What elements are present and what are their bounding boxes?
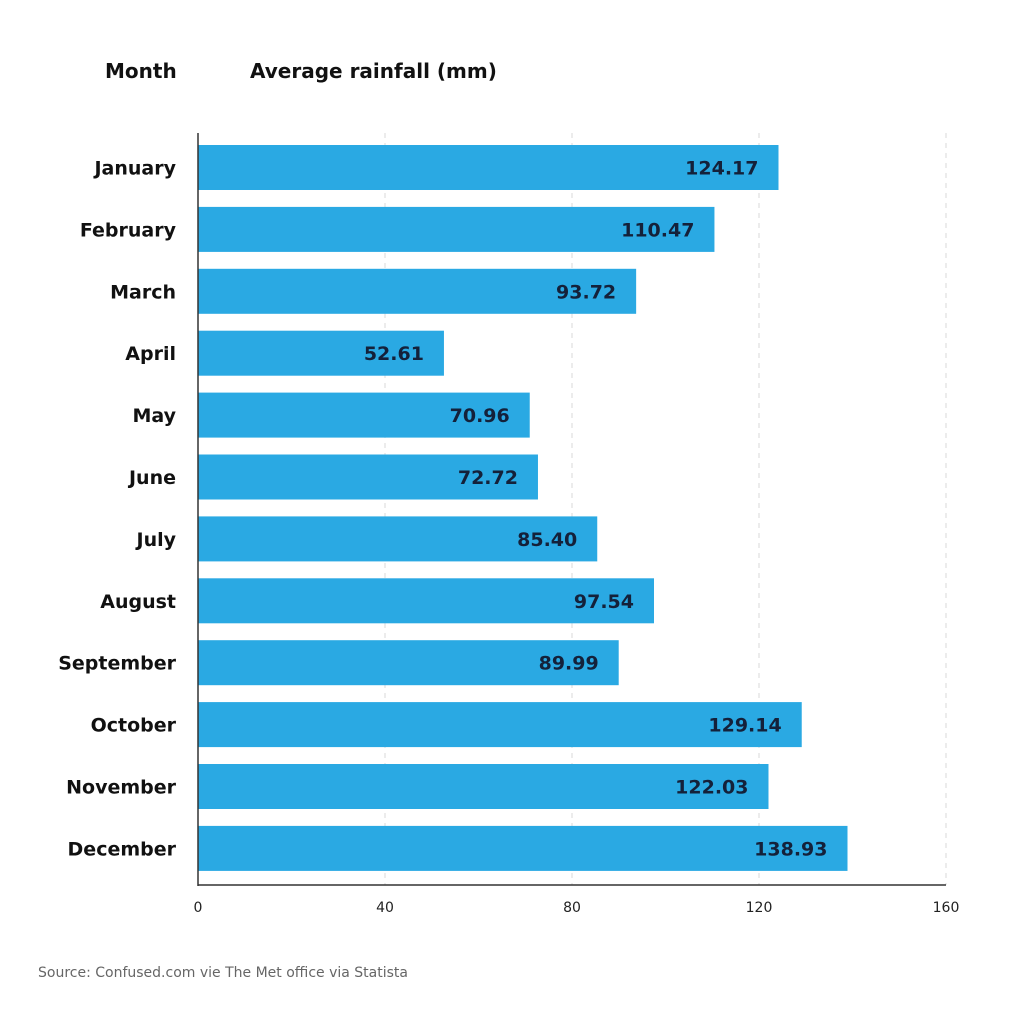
bar-september bbox=[198, 640, 619, 686]
bar-august bbox=[198, 578, 654, 624]
category-label-january: January bbox=[92, 158, 176, 180]
category-label-june: June bbox=[127, 467, 176, 489]
x-tick-label-40: 40 bbox=[376, 900, 394, 916]
category-label-may: May bbox=[132, 405, 176, 427]
category-label-july: July bbox=[135, 529, 177, 551]
value-column-header: Average rainfall (mm) bbox=[250, 59, 497, 83]
x-tick-label-80: 80 bbox=[563, 900, 581, 916]
value-label-april: 52.61 bbox=[364, 343, 424, 365]
category-label-october: October bbox=[91, 715, 177, 737]
value-label-july: 85.40 bbox=[517, 529, 577, 551]
category-label-march: March bbox=[110, 281, 176, 303]
bars-group bbox=[198, 145, 848, 871]
bar-may bbox=[198, 392, 530, 438]
value-label-december: 138.93 bbox=[754, 838, 827, 860]
bar-july bbox=[198, 516, 598, 562]
bar-january bbox=[198, 145, 779, 190]
category-labels-group: January February March April May June July Augu… bbox=[58, 158, 176, 861]
value-label-september: 89.99 bbox=[539, 653, 599, 675]
bar-november bbox=[198, 764, 769, 809]
value-label-october: 129.14 bbox=[708, 715, 781, 737]
bar-december bbox=[198, 825, 848, 871]
category-label-november: November bbox=[66, 777, 177, 799]
category-label-december: December bbox=[68, 838, 177, 860]
bar-march bbox=[198, 268, 637, 314]
source-note: Source: Confused.com vie The Met office … bbox=[38, 965, 408, 981]
category-label-september: September bbox=[58, 653, 176, 675]
category-label-february: February bbox=[80, 219, 177, 241]
value-label-november: 122.03 bbox=[675, 777, 748, 799]
value-label-august: 97.54 bbox=[574, 591, 634, 613]
x-tick-labels-group: 0 40 80 120 160 bbox=[194, 900, 960, 916]
bar-april bbox=[198, 330, 444, 376]
category-column-header: Month bbox=[105, 59, 177, 83]
bar-june bbox=[198, 454, 538, 500]
category-label-august: August bbox=[100, 591, 176, 613]
axes-group bbox=[197, 133, 946, 886]
x-tick-label-120: 120 bbox=[746, 900, 773, 916]
value-label-february: 110.47 bbox=[621, 219, 694, 241]
bar-october bbox=[198, 702, 802, 748]
category-label-april: April bbox=[125, 343, 176, 365]
value-label-january: 124.17 bbox=[685, 158, 758, 180]
value-label-march: 93.72 bbox=[556, 281, 616, 303]
bar-february bbox=[198, 206, 715, 252]
value-label-may: 70.96 bbox=[450, 405, 510, 427]
value-label-june: 72.72 bbox=[458, 467, 518, 489]
x-tick-label-160: 160 bbox=[933, 900, 960, 916]
value-labels-group: 124.17 110.47 93.72 52.61 70.96 72.72 85.40 97.… bbox=[364, 158, 828, 861]
x-tick-label-0: 0 bbox=[194, 900, 203, 916]
